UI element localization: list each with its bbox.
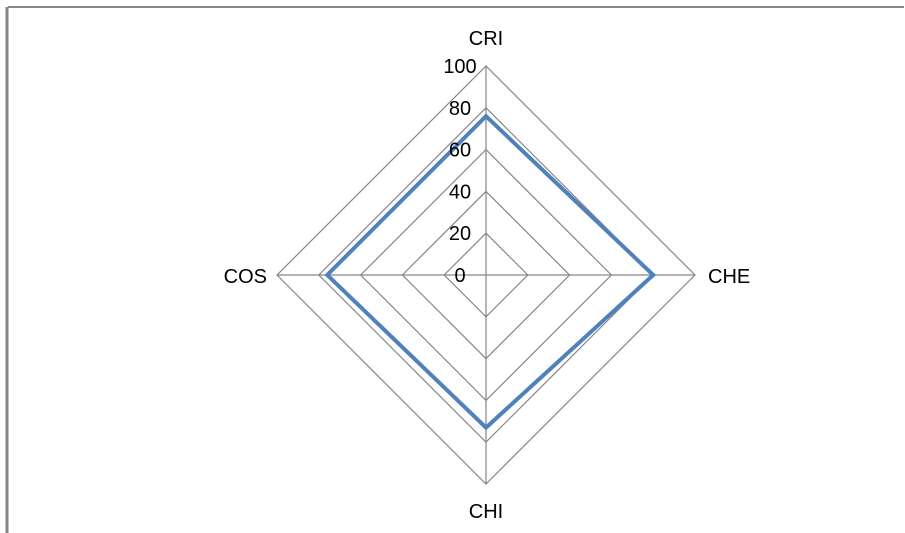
tick-label-40: 40 bbox=[449, 181, 471, 203]
radar-series bbox=[324, 113, 657, 431]
series-line-1 bbox=[324, 113, 657, 431]
category-label-chi: CHI bbox=[469, 501, 503, 523]
category-labels: CRI CHE CHI COS bbox=[224, 28, 751, 523]
radial-tick-labels: 0 20 40 60 80 100 bbox=[443, 56, 476, 287]
tick-label-0: 0 bbox=[454, 265, 465, 287]
tick-label-80: 80 bbox=[449, 98, 471, 120]
tick-label-100: 100 bbox=[443, 56, 476, 78]
chart-border bbox=[5, 6, 904, 533]
tick-label-60: 60 bbox=[449, 140, 471, 162]
category-label-che: CHE bbox=[708, 266, 750, 288]
category-label-cos: COS bbox=[224, 266, 267, 288]
category-label-cri: CRI bbox=[469, 28, 503, 50]
tick-label-20: 20 bbox=[449, 223, 471, 245]
radar-spokes bbox=[277, 66, 695, 484]
